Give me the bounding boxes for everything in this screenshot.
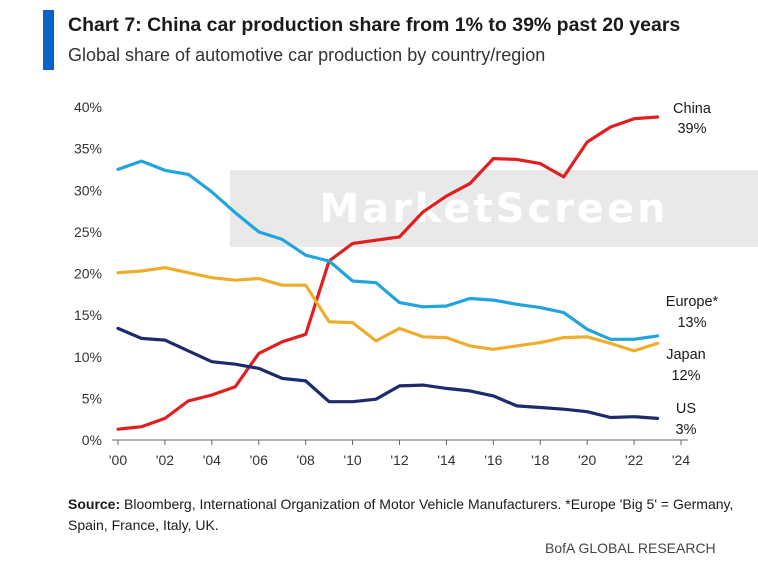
watermark-text: MarketScreen [319, 186, 668, 232]
series-line-japan [116, 266, 660, 353]
watermark-band [230, 170, 758, 247]
x-tick-label: '20 [578, 452, 596, 468]
x-tick-label: '06 [250, 452, 268, 468]
x-tick-label: '18 [531, 452, 549, 468]
series-lines [116, 115, 660, 431]
x-tick-label: '16 [484, 452, 502, 468]
source-text: Bloomberg, International Organization of… [68, 496, 734, 533]
series-end-label: 13% [677, 315, 706, 331]
x-tick-label: '22 [625, 452, 643, 468]
series-line-europe [116, 159, 660, 341]
end-labels: China 39% Europe* 13% Japan 12% US 3% [666, 101, 719, 438]
series-end-label: Europe* [666, 294, 719, 310]
x-tick-label: '00 [109, 452, 127, 468]
y-tick-label: 0% [82, 432, 102, 448]
y-tick-label: 15% [74, 307, 102, 323]
watermark: MarketScreen [230, 170, 758, 247]
series-end-label: China [673, 101, 712, 117]
source-note: Source: Bloomberg, International Organiz… [68, 494, 738, 536]
series-end-label: US [676, 401, 696, 417]
x-tick-label: '14 [437, 452, 455, 468]
x-tick-label: '02 [156, 452, 174, 468]
y-tick-label: 40% [74, 99, 102, 115]
series-end-label: Japan [666, 347, 706, 363]
x-tick-label: '24 [672, 452, 690, 468]
y-tick-label: 30% [74, 182, 102, 198]
chart-title: Chart 7: China car production share from… [68, 14, 681, 36]
axes: 0% 5% 10% 15% 20% 25% 30% 35% 40% '00 '02 '04 '06 '08… [74, 99, 690, 468]
chart-subtitle: Global share of automotive car productio… [68, 45, 546, 65]
x-tick-label: '12 [390, 452, 408, 468]
brand-label: BofA GLOBAL RESEARCH [545, 540, 716, 556]
y-tick-label: 25% [74, 224, 102, 240]
x-tick-label: '10 [343, 452, 361, 468]
series-end-label: 12% [671, 368, 700, 384]
y-tick-label: 10% [74, 349, 102, 365]
x-tick-label: '04 [203, 452, 221, 468]
title-accent-bar [43, 10, 54, 70]
series-end-label: 3% [676, 422, 697, 438]
series-end-label: 39% [677, 121, 706, 137]
series-line-china [116, 115, 660, 431]
y-tick-label: 5% [82, 390, 102, 406]
y-tick-label: 35% [74, 141, 102, 157]
y-tick-label: 20% [74, 266, 102, 282]
series-line-us [116, 326, 660, 420]
x-tick-label: '08 [297, 452, 315, 468]
source-label: Source: [68, 496, 121, 512]
